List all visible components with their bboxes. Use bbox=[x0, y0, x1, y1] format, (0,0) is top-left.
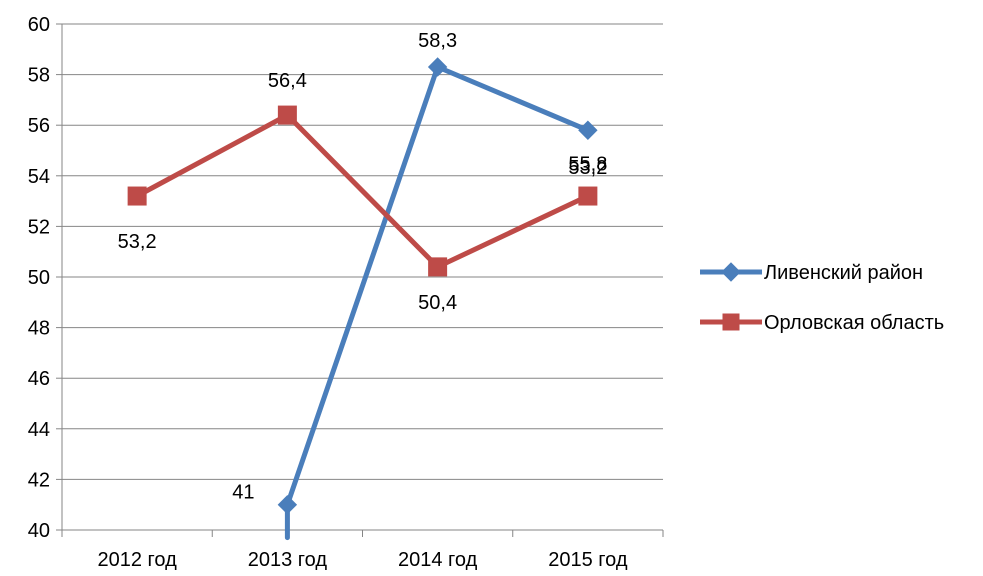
grid-lines bbox=[62, 23, 663, 480]
data-point-marker bbox=[578, 120, 598, 140]
y-tick-label: 54 bbox=[28, 166, 50, 188]
y-tick-label: 46 bbox=[28, 368, 50, 390]
data-point-marker bbox=[428, 257, 448, 277]
legend: Ливенский район Орловская область bbox=[700, 262, 944, 334]
x-tick-label: 2012 год bbox=[97, 549, 177, 571]
x-axis-tick-labels: 2012 год 2013 год 2014 год 2015 год bbox=[97, 549, 627, 571]
x-tick-label: 2014 год bbox=[398, 549, 478, 571]
series-lines bbox=[134, 64, 591, 541]
series-markers bbox=[127, 57, 598, 515]
y-tick-label: 60 bbox=[28, 14, 50, 36]
axes bbox=[56, 23, 664, 537]
y-axis-tick-labels: 40 42 44 46 48 50 52 54 56 58 60 bbox=[28, 14, 50, 542]
data-point-marker bbox=[277, 105, 297, 125]
data-label: 53,2 bbox=[118, 231, 157, 253]
data-point-marker bbox=[578, 186, 598, 206]
data-label: 50,4 bbox=[418, 292, 457, 314]
y-tick-label: 48 bbox=[28, 318, 50, 340]
y-tick-label: 44 bbox=[28, 419, 50, 441]
y-tick-label: 56 bbox=[28, 115, 50, 137]
legend-marker-swatch bbox=[722, 313, 740, 331]
series-line-2 bbox=[134, 112, 591, 270]
y-tick-label: 52 bbox=[28, 216, 50, 238]
legend-marker-swatch bbox=[721, 262, 741, 282]
data-label: 55,8 bbox=[568, 153, 607, 175]
x-tick-label: 2015 год bbox=[548, 549, 628, 571]
legend-label: Ливенский район bbox=[764, 262, 923, 284]
data-label: 41 bbox=[232, 482, 254, 504]
series-line-1 bbox=[284, 64, 591, 541]
x-tick-label: 2013 год bbox=[248, 549, 328, 571]
legend-item: Ливенский район bbox=[700, 262, 923, 284]
y-tick-label: 50 bbox=[28, 267, 50, 289]
legend-label: Орловская область bbox=[764, 312, 944, 334]
data-point-marker bbox=[277, 494, 298, 515]
data-point-marker bbox=[127, 186, 147, 206]
data-point-marker bbox=[427, 57, 448, 77]
y-tick-label: 58 bbox=[28, 65, 50, 87]
y-tick-label: 42 bbox=[28, 469, 50, 491]
data-label: 56,4 bbox=[268, 70, 307, 92]
legend-item: Орловская область bbox=[700, 312, 944, 334]
y-tick-label: 40 bbox=[28, 520, 50, 542]
data-label: 58,3 bbox=[418, 30, 457, 52]
data-label: 53,2 bbox=[568, 157, 607, 179]
